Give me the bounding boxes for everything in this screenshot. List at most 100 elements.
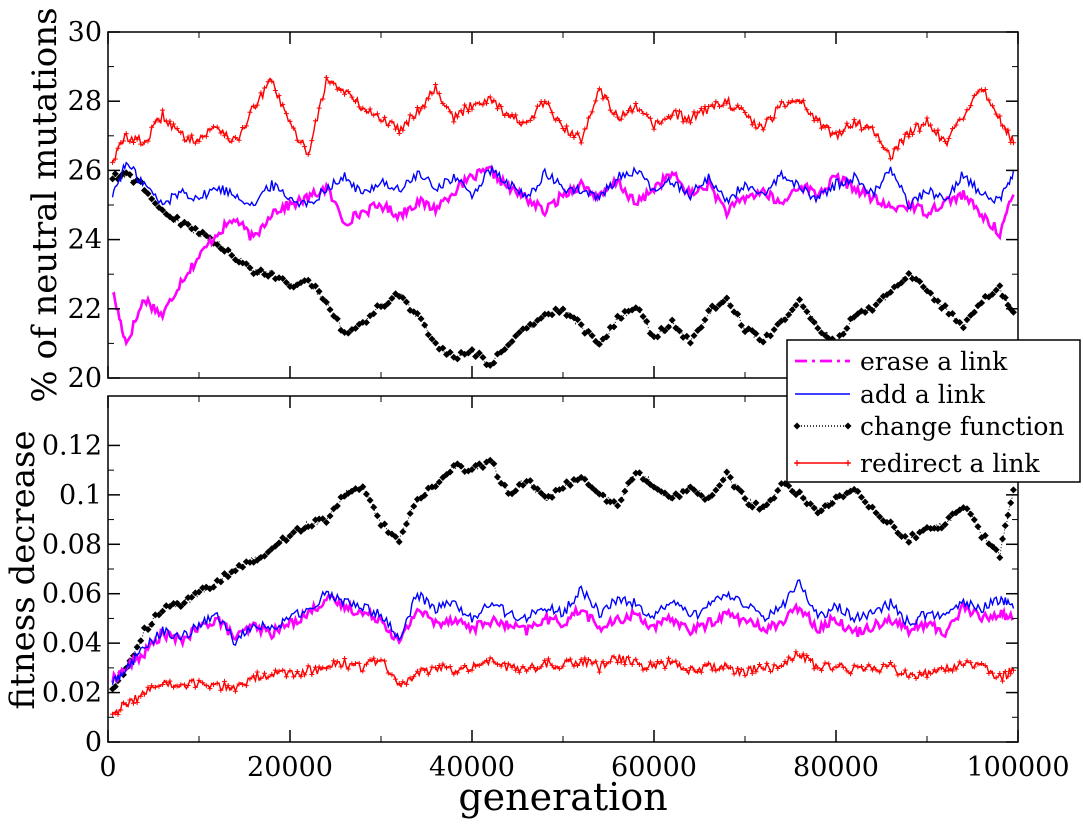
- top-plus-marker: [192, 140, 198, 146]
- bottom-diamond-marker: [475, 460, 483, 468]
- top-plus-marker: [709, 102, 715, 108]
- bottom-plus-marker: [243, 683, 249, 689]
- top-diamond-marker: [956, 319, 964, 327]
- bottom-plus-marker: [327, 664, 333, 670]
- top-diamond-marker: [905, 269, 913, 277]
- bottom-diamond-marker: [621, 487, 629, 495]
- top-plus-marker: [269, 78, 275, 84]
- top-diamond-marker: [610, 323, 618, 331]
- top-diamond-marker: [577, 321, 585, 329]
- bottom-plus-marker: [120, 700, 126, 706]
- bottom-plus-marker: [374, 658, 380, 664]
- bottom-plus-marker: [669, 659, 675, 665]
- bottom-plus-marker: [425, 671, 431, 677]
- top-plus-marker: [465, 109, 471, 115]
- top-plus-marker: [993, 111, 999, 117]
- bottom-plus-marker: [851, 662, 857, 668]
- top-plus-marker: [953, 122, 959, 128]
- top-plus-marker: [935, 127, 941, 133]
- bottom-diamond-marker: [817, 507, 825, 515]
- top-plus-marker: [647, 115, 653, 121]
- bottom-plus-marker: [1002, 668, 1008, 674]
- legend-plus-marker: [845, 460, 851, 466]
- bottom-diamond-marker: [697, 491, 705, 499]
- top-plus-marker: [345, 88, 351, 94]
- bottom-plus-marker: [626, 654, 632, 660]
- bottom-x-tick-label: 40000: [429, 752, 515, 783]
- bottom-plus-marker: [771, 662, 777, 668]
- top-diamond-marker: [530, 321, 538, 329]
- bottom-plus-marker: [476, 662, 482, 668]
- bottom-plus-marker: [436, 662, 442, 668]
- top-diamond-marker: [282, 278, 290, 286]
- top-plus-marker: [418, 106, 424, 112]
- bottom-diamond-marker: [763, 501, 771, 509]
- top-diamond-marker: [322, 298, 330, 306]
- bottom-plus-marker: [156, 683, 162, 689]
- bottom-x-tick-label: 100000: [966, 752, 1069, 783]
- bottom-plus-marker: [647, 659, 653, 665]
- bottom-plus-marker: [742, 673, 748, 679]
- top-plus-marker: [505, 112, 511, 118]
- top-plus-marker: [680, 119, 686, 125]
- top-plus-marker: [316, 105, 322, 111]
- top-plus-marker: [283, 111, 289, 117]
- top-plus-marker: [535, 103, 541, 109]
- bottom-y-tick-label: 0.08: [42, 529, 102, 560]
- top-diamond-marker: [111, 170, 119, 178]
- top-diamond-marker: [654, 333, 662, 341]
- bottom-plus-marker: [134, 699, 140, 705]
- bottom-plus-marker: [171, 684, 177, 690]
- top-plus-marker: [622, 112, 628, 118]
- top-plus-marker: [858, 127, 864, 133]
- bottom-diamond-marker: [231, 567, 239, 575]
- bottom-plus-marker: [262, 670, 268, 676]
- top-plus-marker: [134, 136, 140, 142]
- top-plus-marker: [840, 128, 846, 134]
- bottom-diamond-marker: [828, 499, 836, 507]
- top-axis-ticks: 20 22 24 26 28 30: [68, 17, 1019, 394]
- top-plus-marker: [545, 100, 551, 106]
- bottom-plus-marker: [272, 667, 278, 673]
- top-plus-marker: [400, 127, 406, 133]
- bottom-diamond-marker: [239, 563, 247, 571]
- bottom-diamond-marker: [326, 512, 334, 520]
- top-diamond-marker: [927, 289, 935, 297]
- bottom-plus-marker: [611, 654, 617, 660]
- bottom-y-tick-label: 0.12: [42, 430, 102, 461]
- top-diamond-marker: [453, 355, 461, 363]
- bottom-plus-marker: [440, 661, 446, 667]
- top-plus-marker: [433, 81, 439, 87]
- top-diamond-marker: [199, 228, 207, 236]
- top-plus-marker: [800, 97, 806, 103]
- bottom-plus-marker: [396, 680, 402, 686]
- top-plus-marker: [382, 114, 388, 120]
- bottom-plus-marker: [589, 661, 595, 667]
- bottom-diamond-marker: [151, 611, 159, 619]
- top-plus-marker: [396, 130, 402, 136]
- top-diamond-marker: [872, 301, 880, 309]
- bottom-plus-marker: [709, 667, 715, 673]
- bottom-plus-marker: [531, 665, 537, 671]
- top-plus-marker: [156, 117, 162, 123]
- bottom-plus-marker: [505, 661, 511, 667]
- top-plus-marker: [607, 107, 613, 113]
- bottom-diamond-marker: [319, 515, 327, 523]
- top-diamond-marker: [421, 321, 429, 329]
- bottom-diamond-marker: [788, 487, 796, 495]
- bottom-plus-marker: [218, 687, 224, 693]
- top-diamond-marker: [512, 332, 520, 340]
- top-plus-marker: [185, 134, 191, 140]
- top-diamond-marker: [635, 306, 643, 314]
- bottom-plus-marker: [880, 662, 886, 668]
- bottom-plus-marker: [127, 697, 133, 703]
- top-diamond-marker: [311, 282, 319, 290]
- bottom-plus-marker: [662, 665, 668, 671]
- bottom-diamond-marker: [814, 509, 822, 517]
- top-plus-marker: [476, 100, 482, 106]
- top-y-tick-label: 30: [68, 17, 102, 48]
- top-plus-marker: [717, 103, 723, 109]
- top-diamond-marker: [919, 283, 927, 291]
- top-diamond-marker: [668, 316, 676, 324]
- bottom-plus-marker: [753, 669, 759, 675]
